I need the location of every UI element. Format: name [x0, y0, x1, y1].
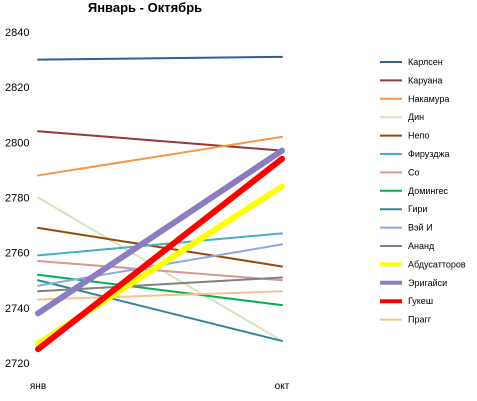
- legend-label: Домингес: [408, 186, 448, 196]
- legend-label: Гири: [408, 204, 427, 214]
- legend-label: Гукеш: [408, 296, 433, 306]
- legend-label: Со: [408, 167, 420, 177]
- series-line: [35, 155, 285, 353]
- legend-label: Эригайси: [408, 278, 447, 288]
- series-line: [37, 279, 283, 342]
- legend-label: Непо: [408, 131, 429, 141]
- y-axis-ticks: 2720 2740 2760 2780 2800 2820 2840: [5, 27, 29, 370]
- series-lines: [35, 55, 285, 353]
- legend-label: Карлсен: [408, 57, 443, 67]
- y-tick-label: 2720: [5, 358, 29, 370]
- legend-label: Вэй И: [408, 223, 433, 233]
- y-tick-label: 2740: [5, 303, 29, 315]
- y-tick-label: 2780: [5, 193, 29, 205]
- x-axis-ticks: янв окт: [30, 381, 290, 392]
- legend-label: Прагг: [408, 315, 432, 325]
- legend-label: Дин: [408, 112, 424, 122]
- series-line: [37, 232, 283, 257]
- series-line: [37, 226, 283, 268]
- series-line: [35, 147, 285, 317]
- series-line: [37, 55, 283, 61]
- y-tick-label: 2760: [5, 248, 29, 260]
- legend-label: Абдусатторов: [408, 259, 466, 269]
- series-line: [37, 130, 283, 152]
- chart-title: Январь - Октябрь: [88, 0, 202, 15]
- legend-label: Накамура: [408, 94, 449, 104]
- series-line: [37, 135, 283, 177]
- x-tick-label: окт: [275, 381, 290, 392]
- y-tick-label: 2800: [5, 137, 29, 149]
- legend-label: Каруана: [408, 75, 443, 85]
- legend-label: Ананд: [408, 241, 435, 251]
- x-tick-label: янв: [30, 381, 46, 392]
- legend: Карлсен Каруана Накамура Дин Непо Фирузджа Со Д…: [380, 57, 466, 325]
- series-line: [37, 290, 283, 301]
- legend-label: Фирузджа: [408, 149, 449, 159]
- series-line: [37, 196, 283, 342]
- series-line: [37, 259, 283, 282]
- y-tick-label: 2820: [5, 82, 29, 94]
- y-tick-label: 2840: [5, 27, 29, 39]
